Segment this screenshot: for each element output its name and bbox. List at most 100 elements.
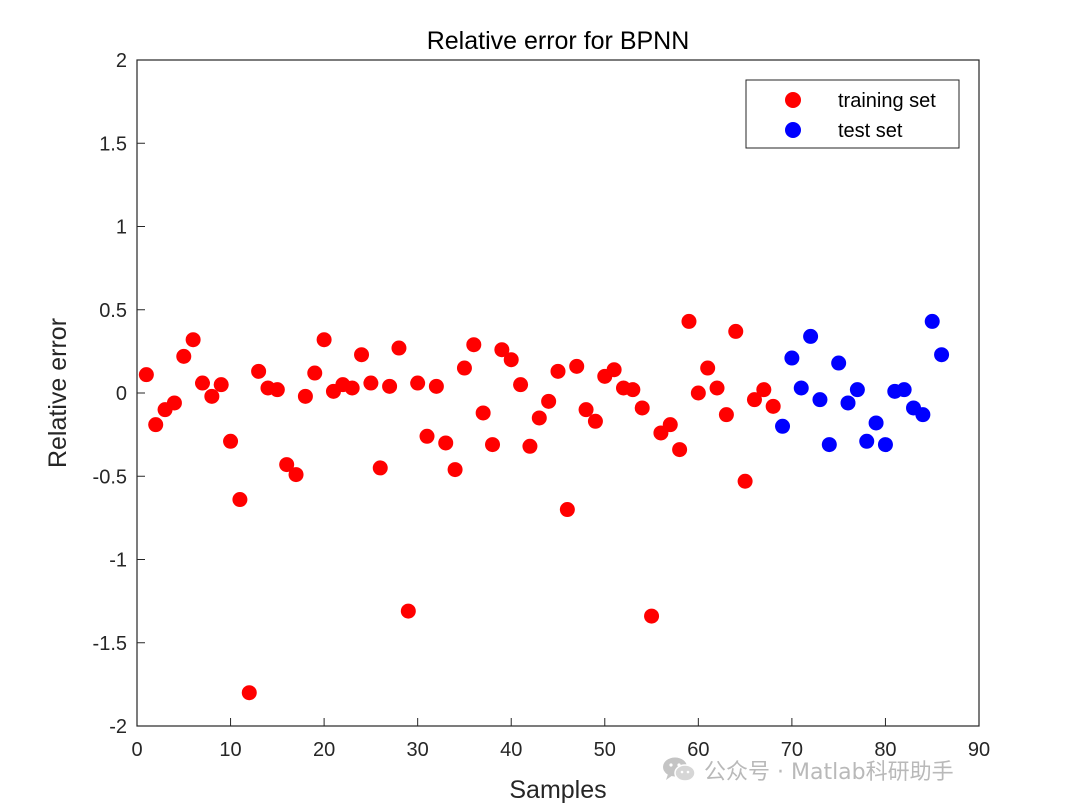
x-tick-label: 20	[313, 739, 335, 761]
data-point-training-set	[475, 405, 491, 421]
data-point-test-set	[831, 355, 847, 371]
data-point-training-set	[241, 685, 257, 701]
data-point-training-set	[662, 417, 678, 433]
data-points	[138, 313, 950, 701]
data-point-training-set	[681, 313, 697, 329]
data-point-training-set	[503, 352, 519, 368]
data-point-training-set	[728, 323, 744, 339]
data-point-training-set	[485, 437, 501, 453]
x-tick-label: 30	[407, 739, 429, 761]
data-point-training-set	[709, 380, 725, 396]
data-point-training-set	[456, 360, 472, 376]
chart-title: Relative error for BPNN	[427, 27, 690, 55]
data-point-test-set	[812, 392, 828, 408]
legend: training set test set	[745, 79, 960, 149]
data-point-training-set	[587, 413, 603, 429]
data-point-training-set	[531, 410, 547, 426]
data-point-training-set	[569, 358, 585, 374]
data-point-training-set	[606, 362, 622, 378]
y-tick-label: 0.5	[99, 300, 127, 322]
data-point-training-set	[718, 407, 734, 423]
x-tick-label: 90	[968, 739, 990, 761]
y-tick-label: 1.5	[99, 133, 127, 155]
y-tick-label: 0	[116, 383, 127, 405]
data-point-training-set	[251, 363, 267, 379]
y-tick-label: -1	[109, 550, 127, 572]
data-point-training-set	[297, 388, 313, 404]
x-tick-label: 0	[131, 739, 142, 761]
data-point-test-set	[840, 395, 856, 411]
data-point-training-set	[410, 375, 426, 391]
data-point-training-set	[625, 382, 641, 398]
data-point-training-set	[363, 375, 379, 391]
data-point-training-set	[391, 340, 407, 356]
legend-marker-training-set	[785, 92, 801, 108]
data-point-training-set	[522, 438, 538, 454]
data-point-training-set	[428, 378, 444, 394]
data-point-training-set	[269, 382, 285, 398]
data-point-test-set	[803, 328, 819, 344]
data-point-training-set	[447, 462, 463, 478]
data-point-training-set	[756, 382, 772, 398]
data-point-training-set	[288, 467, 304, 483]
legend-box	[745, 79, 960, 149]
data-point-training-set	[513, 377, 529, 393]
data-point-training-set	[185, 332, 201, 348]
data-point-test-set	[877, 437, 893, 453]
data-point-training-set	[438, 435, 454, 451]
data-point-training-set	[690, 385, 706, 401]
data-point-test-set	[849, 382, 865, 398]
data-point-training-set	[634, 400, 650, 416]
data-point-training-set	[765, 398, 781, 414]
data-point-training-set	[737, 473, 753, 489]
x-axis-label: Samples	[509, 776, 606, 804]
data-point-training-set	[672, 442, 688, 458]
data-point-test-set	[896, 382, 912, 398]
y-tick-label: 1	[116, 217, 127, 239]
y-tick-label: -1.5	[93, 633, 127, 655]
data-point-training-set	[466, 337, 482, 353]
data-point-training-set	[316, 332, 332, 348]
legend-label-test-set: test set	[838, 120, 903, 142]
data-point-training-set	[541, 393, 557, 409]
x-tick-label: 70	[781, 739, 803, 761]
data-point-training-set	[344, 380, 360, 396]
data-point-test-set	[934, 347, 950, 363]
data-point-training-set	[550, 363, 566, 379]
data-point-training-set	[232, 492, 248, 508]
y-tick-label: 2	[116, 50, 127, 72]
data-point-test-set	[821, 437, 837, 453]
data-point-training-set	[176, 348, 192, 364]
x-tick-label: 60	[687, 739, 709, 761]
x-axis-ticks: 0 10 20 30 40 50 60 70 80 90	[131, 718, 990, 761]
data-point-training-set	[138, 367, 154, 383]
y-axis-ticks: 2 1.5 1 0.5 0 -0.5 -1 -1.5 -2	[93, 50, 145, 738]
data-point-training-set	[644, 608, 660, 624]
data-point-test-set	[868, 415, 884, 431]
data-point-training-set	[372, 460, 388, 476]
x-tick-label: 50	[594, 739, 616, 761]
data-point-training-set	[400, 603, 416, 619]
y-tick-label: -2	[109, 716, 127, 738]
y-tick-label: -0.5	[93, 466, 127, 488]
data-point-training-set	[559, 502, 575, 518]
x-tick-label: 40	[500, 739, 522, 761]
x-tick-label: 80	[874, 739, 896, 761]
data-point-training-set	[279, 457, 295, 473]
legend-label-training-set: training set	[838, 90, 936, 112]
data-point-training-set	[746, 392, 762, 408]
data-point-training-set	[354, 347, 370, 363]
data-point-training-set	[382, 378, 398, 394]
x-tick-label: 10	[219, 739, 241, 761]
data-point-training-set	[419, 428, 435, 444]
data-point-test-set	[915, 407, 931, 423]
data-point-training-set	[204, 388, 220, 404]
data-point-test-set	[775, 418, 791, 434]
data-point-training-set	[494, 342, 510, 358]
legend-marker-test-set	[785, 122, 801, 138]
data-point-test-set	[859, 433, 875, 449]
y-axis-label: Relative error	[44, 318, 72, 468]
data-point-test-set	[793, 380, 809, 396]
data-point-training-set	[166, 395, 182, 411]
data-point-test-set	[924, 313, 940, 329]
